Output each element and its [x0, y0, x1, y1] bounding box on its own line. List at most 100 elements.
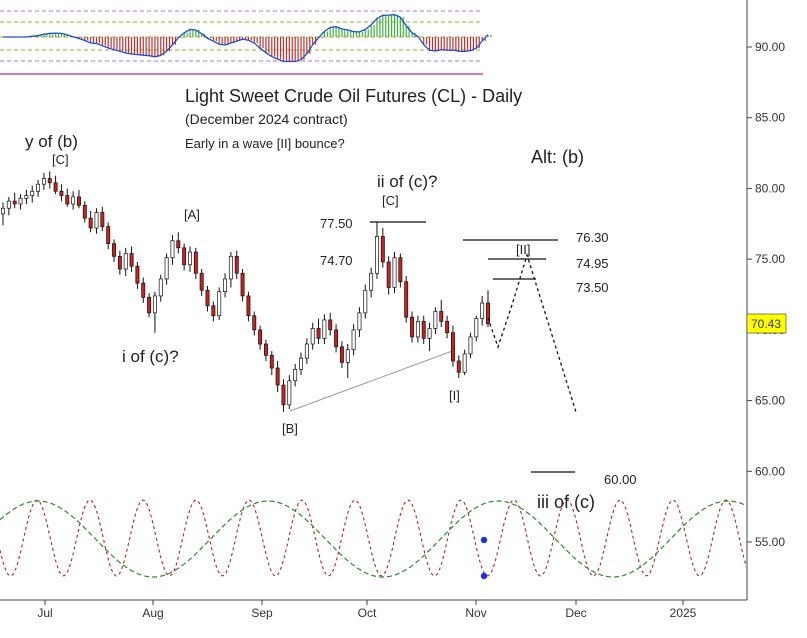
candle-body [106, 226, 111, 244]
chart-title: Light Sweet Crude Oil Futures (CL) - Dai… [185, 86, 522, 106]
last-price-box [746, 313, 787, 334]
level-label-73-50: 73.50 [576, 280, 609, 295]
wave-label-y-of-b: y of (b) [25, 132, 78, 151]
candle-body [258, 329, 263, 345]
candle-body [386, 261, 391, 288]
y-tick-label: 80.00 [755, 181, 785, 195]
candle-body [456, 360, 461, 373]
candle [188, 246, 192, 272]
candle-body [293, 369, 298, 382]
candle-body [12, 200, 17, 205]
candle [468, 332, 473, 359]
candle-body [1, 207, 5, 215]
candle [462, 349, 467, 376]
candle-body [269, 354, 274, 369]
candle [65, 188, 70, 207]
candle [129, 246, 134, 272]
wave-label-c-1: [C] [52, 152, 69, 167]
candle-body [188, 251, 192, 266]
candle [293, 363, 298, 387]
candle [351, 324, 356, 356]
candle [152, 291, 157, 333]
candle [77, 189, 81, 209]
candle-body [36, 183, 41, 192]
candle-body [357, 312, 362, 331]
candle [234, 250, 239, 279]
candle [59, 184, 64, 202]
candle [369, 267, 374, 298]
candle [158, 274, 163, 302]
candle-body [30, 190, 35, 196]
candle [240, 269, 245, 302]
candle-body [147, 296, 152, 314]
candle [486, 290, 490, 328]
candle-body [439, 311, 444, 322]
candle [112, 239, 116, 262]
candle [117, 250, 122, 275]
candle-body [158, 278, 163, 297]
candle [398, 253, 403, 288]
candle-body [59, 190, 64, 196]
candle-body [18, 197, 23, 205]
candle-body [468, 336, 473, 355]
candle [164, 253, 169, 285]
candle-body [182, 247, 187, 266]
candle-body [170, 240, 175, 259]
candle-body [205, 289, 210, 307]
candle-body [392, 257, 397, 288]
candle [141, 277, 146, 303]
candle-body [193, 251, 198, 274]
candle-body [6, 200, 11, 209]
candle [6, 196, 11, 216]
y-tick-label: 55.00 [755, 535, 785, 549]
candle [82, 201, 87, 223]
candle-body [310, 328, 315, 345]
candle-body [129, 253, 134, 267]
candle [94, 208, 99, 234]
oscillator-line [3, 14, 489, 63]
candle-body [380, 236, 385, 263]
candle-body [152, 295, 157, 314]
candle-body [287, 380, 292, 406]
x-tick-label: Dec [565, 606, 586, 620]
candle [439, 300, 444, 328]
level-label-60-00: 60.00 [604, 472, 637, 487]
candle-body [240, 272, 245, 297]
candle-body [123, 253, 128, 270]
candle [281, 379, 286, 412]
candle [205, 286, 210, 312]
candle [328, 312, 333, 336]
candle-body [427, 328, 432, 339]
chart-subtitle: (December 2024 contract) [185, 111, 348, 127]
candle-body [176, 240, 181, 249]
y-tick-label: 75.00 [755, 252, 785, 266]
candle-body [304, 343, 309, 359]
candle-body [450, 332, 455, 362]
level-label-74-95: 74.95 [576, 256, 609, 271]
candle [263, 339, 268, 361]
chart-note: Early in a wave [II] bounce? [185, 136, 345, 151]
candle [252, 311, 257, 336]
candle-body [47, 178, 52, 184]
x-tick-label: Nov [465, 606, 486, 620]
candle [304, 338, 309, 364]
candle-body [474, 318, 479, 338]
candle-body [217, 291, 222, 317]
candle [322, 314, 327, 344]
cycle-fast-line [0, 499, 747, 577]
candle [334, 324, 339, 353]
candle-body [77, 196, 81, 206]
candle [421, 315, 426, 344]
candle-body [24, 195, 29, 199]
candle [246, 291, 251, 322]
wave-label-i-of-c: i of (c)? [122, 347, 179, 366]
candle-body [252, 315, 257, 331]
candle [316, 318, 321, 344]
candle [345, 344, 350, 378]
candle-body [164, 257, 169, 280]
y-tick-label: 85.00 [755, 111, 785, 125]
candle [269, 351, 274, 376]
candle [36, 179, 41, 197]
candle-body [223, 278, 228, 293]
